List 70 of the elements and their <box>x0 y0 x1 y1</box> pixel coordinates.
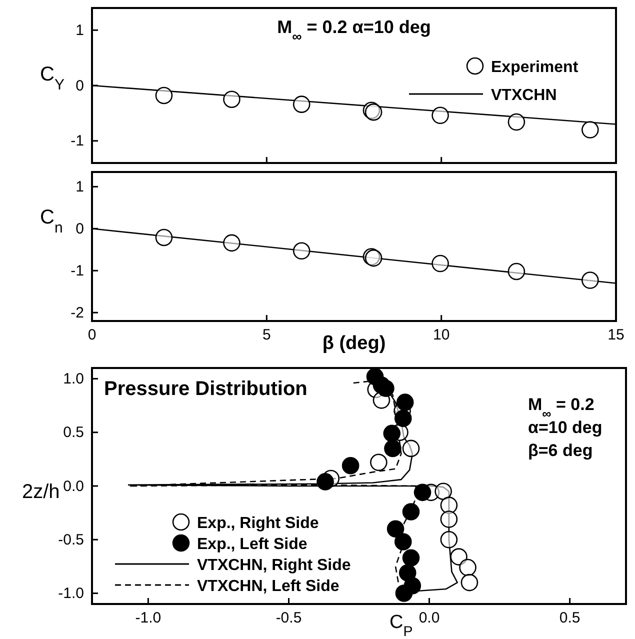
legend-label: VTXCHN, Right Side <box>197 557 351 574</box>
y-axis-title: 2z/h <box>22 481 60 503</box>
point <box>316 473 334 490</box>
legend-label: Exp., Right Side <box>197 515 319 532</box>
legend-label: Exp., Left Side <box>197 536 308 553</box>
x-axis-title: β (deg) <box>322 333 386 354</box>
y-tick-label: 1.0 <box>63 370 84 388</box>
x-tick-label: -0.5 <box>276 610 302 627</box>
point <box>508 113 526 131</box>
y-tick-label: 0 <box>76 220 84 238</box>
annotation: α=10 deg <box>528 418 602 437</box>
point <box>450 548 468 566</box>
point <box>440 496 458 514</box>
y-tick-label: 0.0 <box>63 478 84 495</box>
text: M$_{∞}$ = 0.2 α=10 deg <box>277 17 431 44</box>
y-tick-label: -1 <box>70 132 84 150</box>
point <box>395 584 413 602</box>
point <box>582 272 599 289</box>
x-tick-label: 0.0 <box>418 610 440 627</box>
annotation: β=6 deg <box>528 441 593 460</box>
point <box>402 503 420 520</box>
x-tick-label: -1.0 <box>135 610 162 627</box>
text: Pressure Distribution <box>104 378 308 400</box>
point <box>402 440 420 458</box>
point <box>440 510 458 528</box>
x-axis-title: C$_{P}$ <box>390 612 413 639</box>
point <box>396 394 414 411</box>
point <box>432 254 449 272</box>
y-tick-label: -1.0 <box>58 585 84 602</box>
x-tick-label: 10 <box>432 326 450 344</box>
point <box>223 90 240 108</box>
point <box>440 530 458 548</box>
point <box>342 456 360 474</box>
y-tick-label: -1 <box>70 262 84 280</box>
point <box>508 262 526 280</box>
point <box>434 482 452 500</box>
x-tick-label: 0 <box>88 326 96 344</box>
point <box>414 484 432 502</box>
x-tick-label: 15 <box>608 326 624 344</box>
point <box>292 242 310 260</box>
y-axis-title: C$_{Y}$ <box>40 64 64 93</box>
point <box>155 228 173 246</box>
point <box>292 96 310 113</box>
y-tick-label: 1 <box>76 22 84 39</box>
point <box>223 234 240 252</box>
point <box>402 549 420 567</box>
point <box>383 424 401 442</box>
y-tick-label: 0 <box>76 77 84 94</box>
y-tick-label: -2 <box>70 304 84 322</box>
x-tick-label: 0.5 <box>559 610 580 627</box>
point <box>155 86 173 104</box>
point <box>460 574 478 592</box>
point <box>370 454 388 472</box>
y-axis-title: C$_{n}$ <box>40 206 63 236</box>
point <box>432 106 449 124</box>
point <box>394 410 412 428</box>
point <box>384 440 402 458</box>
legend-label: VTXCHN, Left Side <box>197 578 340 595</box>
legend-label: VTXCHN <box>491 87 557 104</box>
legend-label: Experiment <box>491 59 579 76</box>
point <box>459 558 476 576</box>
y-tick-label: -0.5 <box>58 531 84 548</box>
y-tick-label: 1 <box>76 178 84 196</box>
point <box>377 380 394 398</box>
point <box>386 520 404 538</box>
y-tick-label: 0.5 <box>63 424 84 442</box>
x-tick-label: 5 <box>262 326 271 344</box>
annotation: M$_{∞}$ = 0.2 <box>528 395 594 420</box>
point <box>394 533 412 550</box>
point <box>582 121 599 138</box>
